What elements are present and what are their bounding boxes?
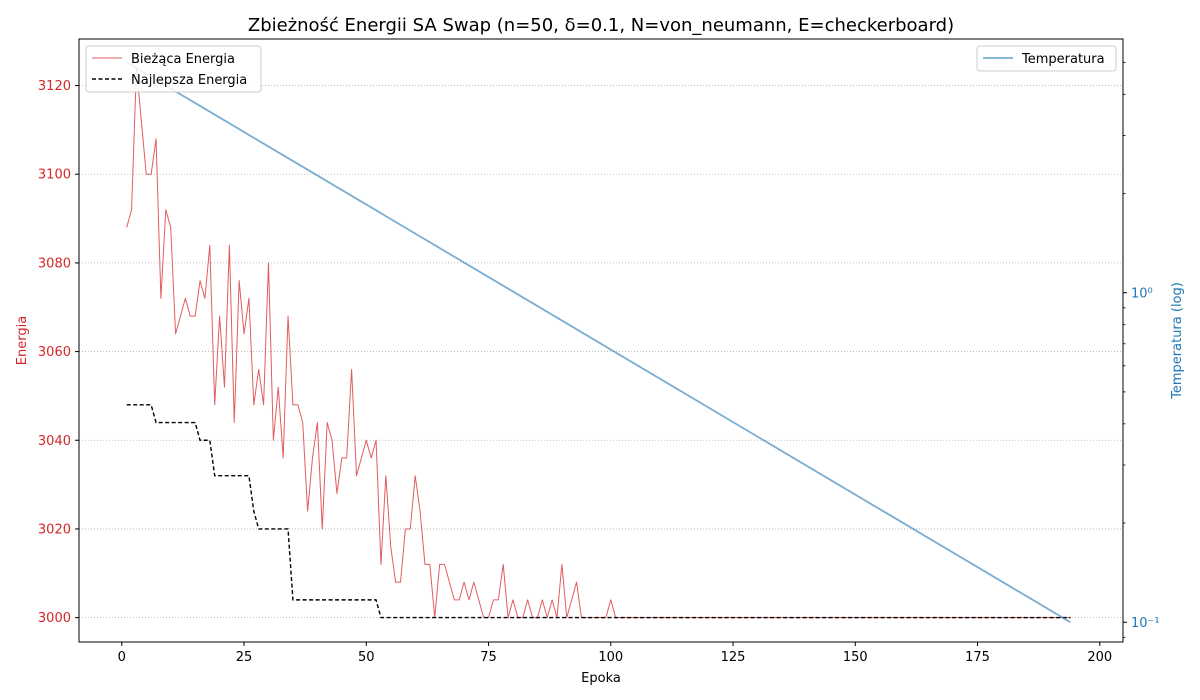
- x-tick-label: 200: [1087, 650, 1112, 665]
- legend-label-current-energy: Bieżąca Energia: [131, 52, 235, 67]
- legend-label-best-energy: Najlepsza Energia: [131, 73, 247, 88]
- y-right-tick-label: 10⁰: [1131, 287, 1153, 302]
- y-axis-left-title: Energia: [15, 316, 30, 365]
- x-tick-label: 25: [236, 650, 253, 665]
- y-axis-right: 10⁻¹ 10⁰: [1123, 62, 1160, 638]
- y-left-tick-label: 3000: [38, 611, 71, 626]
- legend-right: Temperatura: [976, 45, 1117, 72]
- y-left-tick-label: 3040: [38, 434, 71, 449]
- series-current-energy: [126, 67, 1071, 619]
- legend-left: Bieżąca Energia Najlepsza Energia: [85, 45, 262, 93]
- x-tick-label: 125: [721, 650, 746, 665]
- series-temperature: [126, 61, 1071, 624]
- x-tick-label: 75: [480, 650, 497, 665]
- grid-lines: [79, 85, 1123, 619]
- y-left-tick-label: 3120: [38, 79, 71, 94]
- x-tick-label: 0: [118, 650, 126, 665]
- y-left-tick-label: 3060: [38, 345, 71, 360]
- legend-right-box: [976, 45, 1117, 72]
- x-tick-label: 150: [843, 650, 868, 665]
- y-axis-right-title: Temperatura (log): [1170, 282, 1185, 400]
- series-layer: [126, 61, 1071, 624]
- plot-frame: [78, 38, 1124, 643]
- y-left-tick-label: 3020: [38, 522, 71, 537]
- y-left-tick-label: 3080: [38, 256, 71, 271]
- chart-title: Zbieżność Energii SA Swap (n=50, δ=0.1, …: [248, 15, 954, 36]
- y-left-tick-label: 3100: [38, 168, 71, 183]
- x-tick-label: 175: [965, 650, 990, 665]
- x-axis: 0 25 50 75 100 125 150 175 200: [118, 642, 1112, 665]
- legend-left-box: [85, 45, 262, 93]
- x-tick-label: 50: [358, 650, 375, 665]
- y-axis-left: 3000 3020 3040 3060 3080 3100 3120: [38, 79, 79, 626]
- y-right-tick-label: 10⁻¹: [1131, 616, 1160, 631]
- series-best-energy: [126, 404, 1071, 619]
- x-tick-label: 100: [598, 650, 623, 665]
- x-axis-title: Epoka: [581, 671, 621, 686]
- legend-label-temperature: Temperatura: [1021, 52, 1105, 67]
